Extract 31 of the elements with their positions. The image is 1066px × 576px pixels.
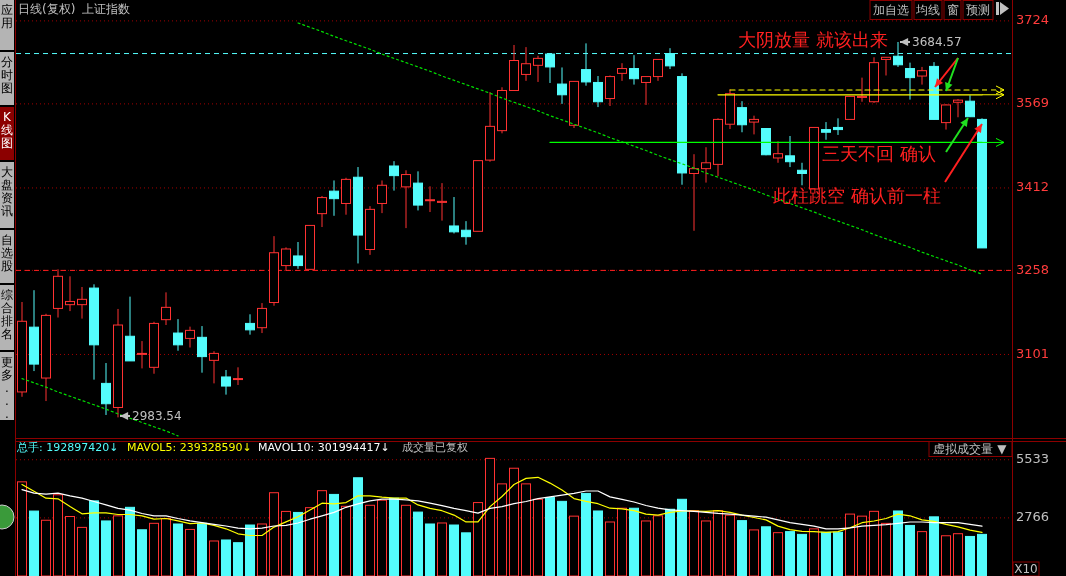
annotation: 大阴放量 就该出来	[738, 29, 888, 50]
text: K线图	[1, 109, 13, 150]
y-tick-label: 3258	[1016, 261, 1050, 277]
text: 大盘资讯	[1, 164, 13, 218]
annotation: 三天不回 确认	[822, 143, 936, 164]
y-tick-label: 5533	[1016, 451, 1050, 467]
annotation: 加自选	[873, 2, 909, 17]
annotation: 预测	[966, 2, 990, 17]
text: X10	[1014, 561, 1038, 576]
annotation: 成交量已复权	[402, 441, 468, 454]
annotation: 均线	[915, 2, 940, 17]
y-tick-label: 3412	[1016, 179, 1050, 195]
text: 综合排名	[1, 287, 13, 341]
annotation: 3684.57	[912, 34, 962, 49]
annotation: MAVOL5: 239328590↓	[127, 441, 252, 454]
y-tick-label: 3724	[1016, 12, 1050, 28]
annotation: 窗	[946, 2, 959, 17]
chart-title: 日线(复权)	[18, 1, 76, 16]
chart-subtitle: 上证指数	[82, 1, 130, 16]
annotation: 2983.54	[132, 408, 182, 423]
annotation: MAVOL10: 301994417↓	[258, 441, 390, 454]
y-tick-label: 3569	[1016, 95, 1050, 111]
y-tick-label: 2766	[1016, 509, 1050, 525]
text: 更多...	[1, 354, 13, 421]
text: 分时图	[1, 54, 13, 95]
text: 自选股	[1, 232, 13, 273]
annotation: 此柱跳空 确认前一柱	[773, 185, 941, 206]
annotation: 虚拟成交量 ▼	[933, 441, 1008, 456]
y-tick-label: 3101	[1016, 345, 1050, 361]
annotation: 总手: 192897420↓	[16, 441, 119, 454]
text: 应用	[1, 2, 13, 30]
